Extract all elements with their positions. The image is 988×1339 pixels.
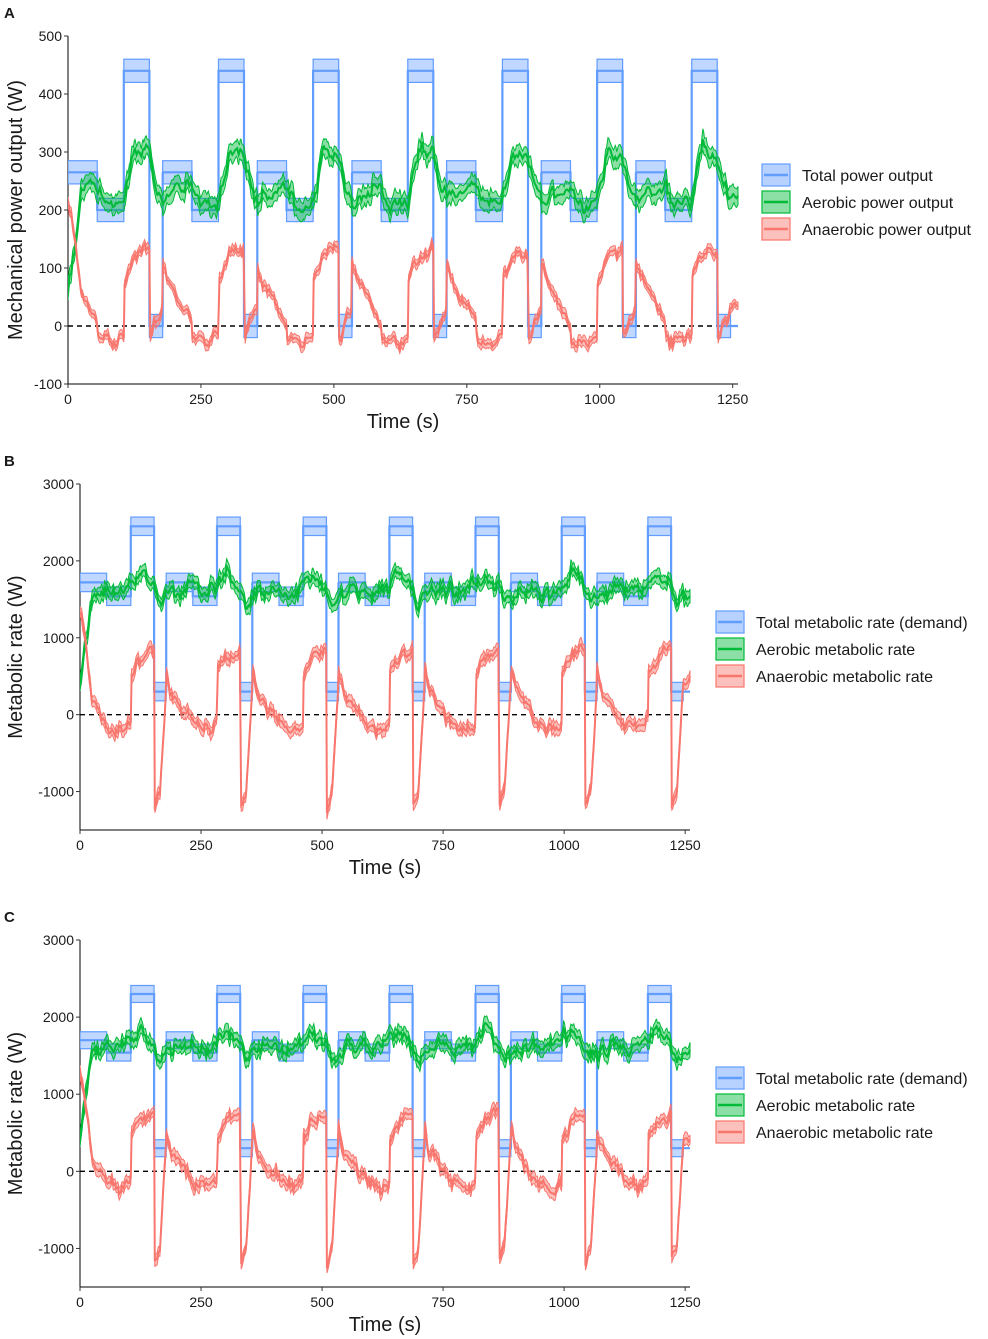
legend-label-anaerobic: Anaerobic metabolic rate	[756, 669, 933, 686]
total-line	[166, 992, 254, 1150]
y-tick-label: 200	[39, 202, 63, 218]
x-tick-label: 750	[431, 837, 455, 853]
chart-panel-b: 0 250 500 750 1000 1250 -1000 0 1000 2000 3000 Time…	[5, 476, 968, 879]
total-line	[68, 69, 164, 328]
legend-label-total: Total metabolic rate (demand)	[756, 1071, 968, 1088]
plot-area	[68, 58, 739, 356]
x-tick-label: 1250	[717, 391, 748, 407]
y-tick-label: 0	[54, 318, 62, 334]
x-axis-title: Time (s)	[349, 1314, 422, 1336]
total-series	[80, 984, 690, 1158]
y-tick-label: 0	[66, 707, 74, 723]
anaerobic-mean-line	[68, 200, 739, 352]
x-tick-label: 0	[76, 837, 84, 853]
x-tick-label: 500	[310, 1294, 334, 1310]
x-tick-label: 250	[189, 391, 213, 407]
y-tick-label: 0	[66, 1163, 74, 1179]
total-line	[252, 525, 340, 693]
x-axis-title: Time (s)	[349, 857, 422, 879]
aerobic-mean-line	[80, 562, 691, 684]
x-tick-label: 1000	[549, 1294, 580, 1310]
x-tick-label: 250	[189, 837, 213, 853]
total-line	[252, 992, 340, 1150]
legend-label-total: Total power output	[802, 168, 933, 185]
legend-label-aerobic: Aerobic metabolic rate	[756, 1098, 915, 1115]
y-axis-title: Metabolic rate (W)	[5, 575, 27, 738]
chart-panel-c: 0 250 500 750 1000 1250 -1000 0 1000 2000 3000 Time…	[5, 932, 968, 1336]
total-line	[541, 69, 637, 328]
y-tick-label: -1000	[38, 1240, 74, 1256]
aerobic-series	[80, 1015, 691, 1148]
legend-label-total: Total metabolic rate (demand)	[756, 615, 968, 632]
aerobic-band	[68, 128, 739, 301]
y-tick-label: 400	[39, 86, 63, 102]
x-tick-label: 1250	[670, 837, 701, 853]
y-axis-title: Mechanical power output (W)	[5, 80, 27, 340]
y-tick-label: 1000	[43, 630, 74, 646]
aerobic-band	[80, 1015, 691, 1148]
total-line	[597, 992, 690, 1150]
x-tick-label: 1250	[670, 1294, 701, 1310]
plot-area	[80, 984, 691, 1274]
x-axis-title: Time (s)	[367, 411, 440, 433]
total-line	[80, 525, 168, 693]
aerobic-series	[68, 128, 739, 301]
legend: Total metabolic rate (demand) Aerobic met…	[715, 610, 968, 688]
panel-letter-b: B	[4, 453, 15, 470]
y-tick-label: 100	[39, 260, 63, 276]
total-line	[80, 992, 168, 1150]
x-tick-label: 0	[76, 1294, 84, 1310]
anaerobic-mean-line	[80, 1071, 691, 1269]
x-tick-label: 0	[64, 391, 72, 407]
x-tick-label: 500	[322, 391, 346, 407]
legend-label-aerobic: Aerobic power output	[802, 195, 954, 212]
y-tick-label: -100	[34, 376, 62, 392]
plot-area	[80, 516, 691, 820]
x-tick-label: 1000	[549, 837, 580, 853]
total-line	[257, 69, 354, 328]
legend: Total power output Aerobic power output An…	[761, 163, 972, 241]
y-tick-label: 300	[39, 144, 63, 160]
total-line	[510, 992, 599, 1150]
y-tick-label: 2000	[43, 553, 74, 569]
legend: Total metabolic rate (demand) Aerobic met…	[715, 1066, 968, 1144]
x-tick-label: 250	[189, 1294, 213, 1310]
panel-letter-a: A	[4, 5, 15, 22]
x-tick-label: 1000	[584, 391, 615, 407]
total-line	[510, 525, 599, 693]
y-tick-label: 1000	[43, 1086, 74, 1102]
aerobic-mean-line	[80, 1021, 691, 1140]
anaerobic-series	[80, 606, 691, 820]
y-axis-title: Metabolic rate (W)	[5, 1032, 27, 1195]
anaerobic-mean-line	[80, 611, 691, 814]
legend-label-anaerobic: Anaerobic power output	[802, 222, 972, 239]
y-tick-label: 3000	[43, 932, 74, 948]
y-tick-label: -1000	[38, 784, 74, 800]
x-tick-label: 750	[431, 1294, 455, 1310]
legend-label-aerobic: Aerobic metabolic rate	[756, 642, 915, 659]
x-tick-label: 750	[455, 391, 479, 407]
aerobic-mean-line	[68, 139, 739, 291]
anaerobic-series	[68, 196, 739, 356]
anaerobic-series	[80, 1065, 691, 1274]
y-tick-label: 3000	[43, 476, 74, 492]
legend-label-anaerobic: Anaerobic metabolic rate	[756, 1125, 933, 1142]
chart-panel-a: 0 250 500 750 1000 1250-1000100200300400500Ti…	[5, 28, 972, 433]
x-tick-label: 500	[310, 837, 334, 853]
aerobic-series	[80, 557, 691, 691]
y-tick-label: 2000	[43, 1009, 74, 1025]
total-line	[338, 525, 426, 693]
anaerobic-band	[80, 606, 691, 820]
panel-letter-c: C	[4, 909, 15, 926]
y-tick-label: 500	[39, 28, 63, 44]
anaerobic-band	[80, 1065, 691, 1274]
